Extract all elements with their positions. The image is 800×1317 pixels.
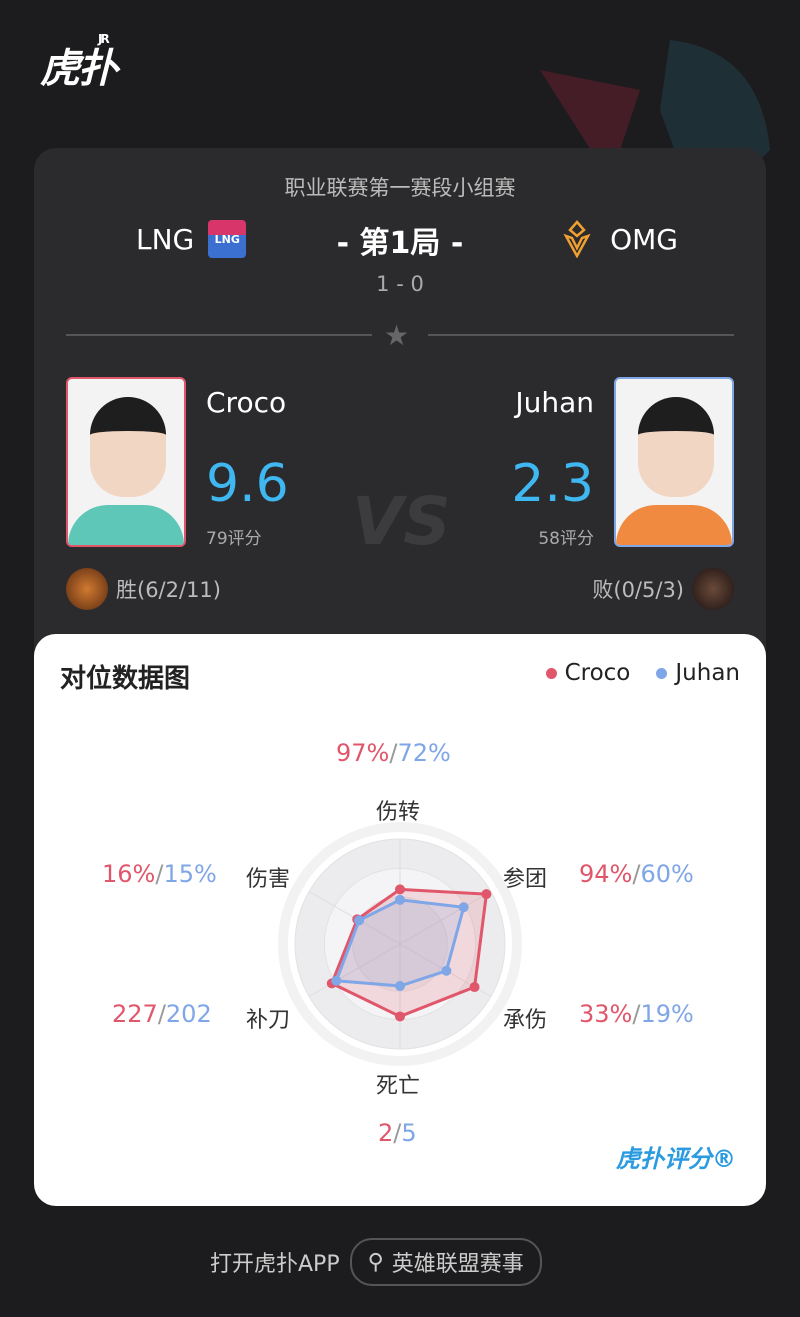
team-left: LNG LNG <box>136 220 247 258</box>
radar-point-juhan-0 <box>395 894 405 905</box>
divider <box>428 334 734 336</box>
radar-point-juhan-3 <box>395 981 405 991</box>
player-left-photo[interactable] <box>66 377 186 547</box>
player-right-rating-count: 58评分 <box>538 529 594 549</box>
radar-point-juhan-5 <box>354 915 365 926</box>
radar-point-juhan-4 <box>331 975 342 986</box>
open-app-link[interactable]: 打开虎扑APP <box>210 1252 340 1277</box>
radar-panel: 对位数据图 Croco Juhan 伤转 参团 承伤 死亡 补刀 伤害 97%/… <box>34 634 766 1206</box>
value-damage-conversion: 97%/72% <box>336 739 451 767</box>
kda-text: 胜(6/2/11) <box>116 578 221 602</box>
vs-label: VS <box>352 483 451 560</box>
legend: Croco Juhan <box>545 660 740 686</box>
player-left-name[interactable]: Croco <box>206 386 287 419</box>
divider <box>66 334 372 336</box>
legend-juhan: Juhan <box>656 660 740 686</box>
player-right-rating: 2.3 <box>511 454 594 514</box>
team-name: OMG <box>610 222 678 256</box>
legend-croco: Croco <box>545 660 630 686</box>
search-icon: ⚲ <box>367 1249 384 1275</box>
axis-label-teamfight: 参团 <box>503 867 548 892</box>
axis-label-damage-conversion: 伤转 <box>376 800 421 825</box>
radar-point-croco-1 <box>481 889 492 900</box>
radar-chart <box>278 822 522 1066</box>
value-damage-taken: 33%/19% <box>579 1000 694 1028</box>
radar-point-juhan-1 <box>458 902 469 913</box>
player-left-rating-count: 79评分 <box>206 529 262 549</box>
omg-logo-icon <box>563 220 591 258</box>
radar-outer-ring <box>278 822 522 1066</box>
radar-point-juhan-2 <box>441 965 452 976</box>
axis-label-deaths: 死亡 <box>376 1074 421 1099</box>
axis-label-cs: 补刀 <box>246 1008 291 1033</box>
footer: 打开虎扑APP ⚲ 英雄联盟赛事 <box>210 1238 542 1286</box>
kda-text: 败(0/5/3) <box>592 578 684 602</box>
hupu-logo: 虎扑 JR <box>40 32 118 92</box>
player-right-photo[interactable] <box>614 377 734 547</box>
game-number: - 第1局 - <box>336 226 464 261</box>
axis-label-damage: 伤害 <box>246 867 291 892</box>
champion-icon <box>692 568 734 610</box>
value-deaths: 2/5 <box>378 1119 417 1147</box>
player-left-result: 胜(6/2/11) <box>66 568 221 610</box>
radar-point-croco-0 <box>395 884 405 895</box>
value-cs: 227/202 <box>112 1000 212 1028</box>
radar-point-croco-3 <box>395 1011 405 1022</box>
player-right-name[interactable]: Juhan <box>515 386 594 419</box>
search-lol-events-button[interactable]: ⚲ 英雄联盟赛事 <box>349 1238 542 1286</box>
lng-logo-icon: LNG <box>208 220 247 258</box>
player-left-rating: 9.6 <box>206 454 289 514</box>
value-damage: 16%/15% <box>102 860 217 888</box>
radar-point-croco-2 <box>469 982 480 993</box>
hupu-rating-watermark: 虎扑评分® <box>616 1145 736 1173</box>
player-right-result: 败(0/5/3) <box>592 568 734 610</box>
series-score: 1 - 0 <box>376 272 424 296</box>
radar-axis-line <box>399 891 492 945</box>
value-teamfight: 94%/60% <box>579 860 694 888</box>
radar-axis-line <box>308 943 401 997</box>
champion-icon <box>66 568 108 610</box>
chart-title: 对位数据图 <box>60 664 191 694</box>
team-name: LNG <box>136 222 195 256</box>
star-icon: ★ <box>384 319 410 352</box>
axis-label-damage-taken: 承伤 <box>503 1008 548 1033</box>
stage-title: 职业联赛第一赛段小组赛 <box>284 176 516 200</box>
team-right: OMG <box>558 220 678 258</box>
